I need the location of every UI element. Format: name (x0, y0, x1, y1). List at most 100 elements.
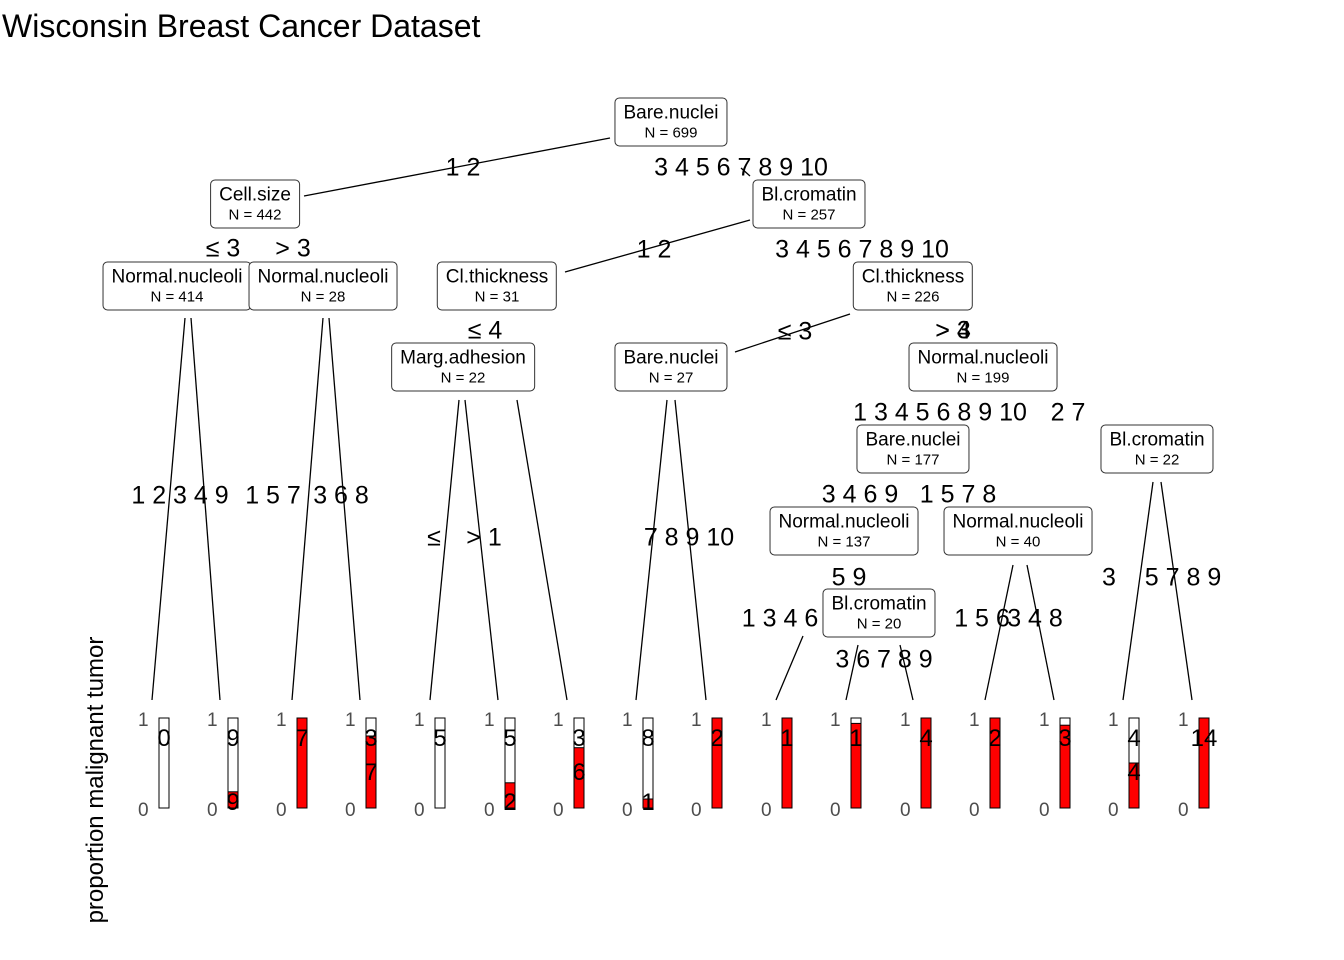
leaf-bar-fill (227, 791, 239, 809)
node-variable: Bare.nuclei (623, 102, 719, 124)
leaf-axis-bottom: 0 (484, 800, 495, 821)
node-variable: Cell.size (219, 184, 291, 206)
leaf-axis-top: 1 (969, 710, 980, 731)
node-n13: Normal.nucleoli N = 137 (769, 506, 919, 556)
edge-label: 3 (1102, 563, 1116, 592)
leaf-axis-bottom: 0 (622, 800, 633, 821)
node-variable: Normal.nucleoli (257, 266, 389, 288)
leaf-axis-bottom: 0 (691, 800, 702, 821)
tree-edge (190, 317, 221, 701)
leaf-axis-bottom: 0 (276, 800, 287, 821)
leaf-count-top: 2 (988, 725, 1001, 752)
leaf-axis-bottom: 0 (1178, 800, 1189, 821)
tree-edge (1122, 481, 1154, 701)
leaf-panel: 1 0 5 (414, 710, 447, 821)
leaf-count-top: 4 (919, 725, 932, 752)
leaf-count-bottom: 9 (226, 789, 239, 816)
node-count: N = 137 (817, 533, 871, 551)
leaf-panel: 1 0 2 (969, 710, 1002, 821)
leaf-panel: 1 0 2 (691, 710, 724, 821)
leaf-axis-bottom: 0 (1039, 800, 1050, 821)
tree-edge (429, 399, 460, 701)
edge-label: 5 7 8 9 (1144, 563, 1222, 592)
leaf-bar-fill (781, 717, 793, 809)
node-variable: Normal.nucleoli (778, 511, 910, 533)
node-variable: Cl.thickness (445, 266, 549, 288)
leaf-axis-top: 1 (761, 710, 772, 731)
tree-edge (1026, 564, 1055, 701)
edge-label: 3 6 7 8 9 (835, 645, 933, 674)
leaf-axis-bottom: 0 (553, 800, 564, 821)
edge-label: 3 4 6 9 (821, 480, 899, 509)
leaf-panel: 1 0 1 (761, 710, 794, 821)
node-n6: Cl.thickness N = 31 (436, 261, 558, 311)
node-n2: Cell.size N = 442 (210, 179, 300, 229)
node-count: N = 27 (648, 369, 694, 387)
leaf-panel: 1 0 1 (830, 710, 863, 821)
tree-edge (635, 399, 668, 701)
tree-edge (899, 644, 914, 701)
leaf-count-bottom: 6 (572, 759, 585, 786)
leaf-count-top: 1 (780, 725, 793, 752)
node-variable: Cl.thickness (861, 266, 965, 288)
edge-label: 2 7 (1050, 398, 1086, 427)
edge-label: 1 2 (445, 153, 481, 182)
tree-edge (516, 399, 568, 701)
leaf-axis-top: 1 (207, 710, 218, 731)
node-count: N = 40 (995, 533, 1041, 551)
edge-label: 3 6 8 (313, 481, 369, 510)
tree-edge (1160, 481, 1193, 701)
tree-edge (328, 317, 361, 701)
node-count: N = 20 (856, 615, 902, 633)
leaf-panel: 1 0 3 (1039, 710, 1072, 821)
node-n15: Bl.cromatin N = 20 (822, 588, 936, 638)
node-count: N = 414 (150, 288, 204, 306)
tree-edge (303, 137, 611, 197)
leaf-panel: 1 0 7 (276, 710, 309, 821)
leaf-axis-bottom: 0 (761, 800, 772, 821)
leaf-count-top: 7 (295, 725, 308, 752)
tree-edge (775, 635, 804, 701)
leaf-panel: 100 (138, 710, 171, 821)
leaf-count-top: 3 (1058, 725, 1071, 752)
leaf-axis-top: 1 (1108, 710, 1119, 731)
leaf-axis-top: 1 (1178, 710, 1189, 731)
edge-label: 5 9 (831, 563, 867, 592)
leaf-axis-top: 1 (830, 710, 841, 731)
leaf-panel: 1 0 14 (1178, 710, 1217, 821)
node-n8: Marg.adhesion N = 22 (391, 342, 535, 392)
leaf-axis-top: 1 (553, 710, 564, 731)
leaf-count-top: 4 (1127, 725, 1140, 752)
node-count: N = 22 (1134, 451, 1180, 469)
edge-label: ≤ 4 (467, 316, 503, 345)
node-n1: Bare.nuclei N = 699 (614, 97, 728, 147)
leaf-axis-top: 1 (622, 710, 633, 731)
leaf-count-top: 5 (503, 725, 516, 752)
edge-label: ≤ 3 (777, 317, 813, 346)
tree-edge (740, 167, 751, 177)
leaf-count-top: 0 (157, 725, 170, 752)
edge-label: > 1 (466, 523, 502, 552)
node-variable: Normal.nucleoli (952, 511, 1084, 533)
leaf-count-top: 3 (572, 725, 585, 752)
edge-label: 1 5 7 8 (919, 480, 997, 509)
node-n7: Cl.thickness N = 226 (852, 261, 974, 311)
leaf-axis-bottom: 0 (830, 800, 841, 821)
node-n14: Normal.nucleoli N = 40 (943, 506, 1093, 556)
tree-edge (734, 313, 851, 353)
node-n5: Normal.nucleoli N = 28 (248, 261, 398, 311)
edge-label: > 3 (275, 234, 311, 263)
node-count: N = 199 (956, 369, 1010, 387)
leaf-axis-bottom: 0 (969, 800, 980, 821)
leaf-bar-fill (296, 717, 308, 809)
leaf-count-top: 14 (1191, 725, 1218, 752)
node-n3: Bl.cromatin N = 257 (752, 179, 866, 229)
leaf-count-top: 1 (849, 725, 862, 752)
node-variable: Bl.cromatin (831, 593, 927, 615)
leaf-bar-fill (989, 717, 1001, 809)
leaf-count-top: 8 (641, 725, 654, 752)
leaf-panel: 1 0 4 (900, 710, 933, 821)
leaf-axis-top: 1 (900, 710, 911, 731)
